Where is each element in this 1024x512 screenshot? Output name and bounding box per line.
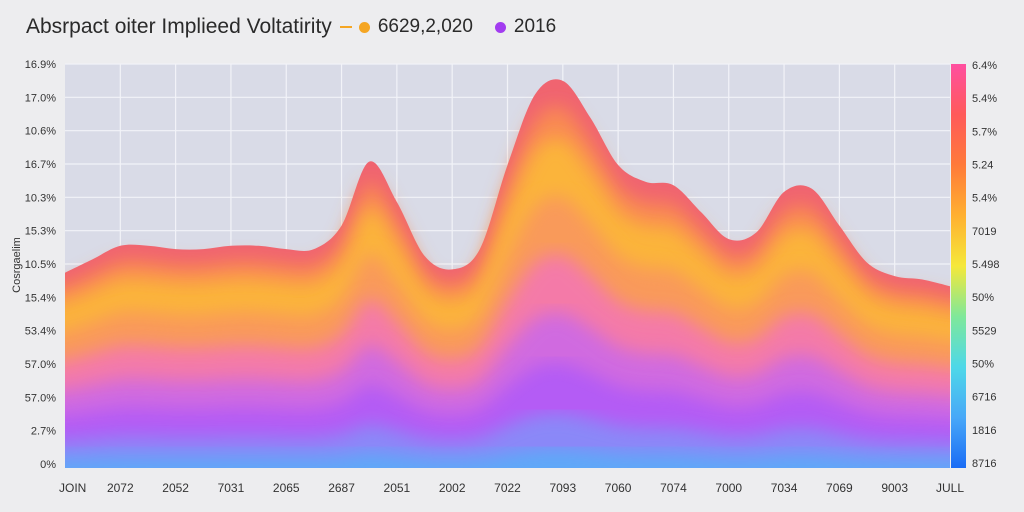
x-tick-label: JOIN [59, 481, 86, 495]
colorbar-axis: 6.4% 5.4% 5.7% 5.24 5.4% 7019 5.498 50% 5529 50% 6… [972, 60, 1000, 470]
x-tick-label: 2002 [439, 481, 466, 495]
colorbar-tick-label: 5.24 [972, 160, 993, 172]
chart-title: Absrpact oiter Implieed Voltatirity [26, 15, 332, 38]
x-tick-label: 2065 [273, 481, 300, 495]
x-tick-label: 7034 [771, 481, 798, 495]
x-tick-label: 2072 [107, 481, 134, 495]
colorbar-tick-label: 7019 [972, 226, 996, 238]
y-tick-label: 16.7% [25, 159, 56, 171]
colorbar-tick-label: 5.4% [972, 193, 997, 205]
x-tick-label: 7069 [826, 481, 853, 495]
legend-dot-icon [358, 21, 370, 33]
y-tick-label: 15.4% [25, 292, 56, 304]
colorbar-tick-label: 50% [972, 292, 994, 304]
colorbar-tick-label: 6.4% [972, 60, 997, 72]
colorbar-tick-label: 5.7% [972, 126, 997, 138]
x-tick-label: 2052 [162, 481, 189, 495]
y-tick-label: 16.9% [25, 59, 56, 71]
area-layer [65, 448, 950, 468]
x-tick-label: 7022 [494, 481, 521, 495]
y-tick-label: 17.0% [25, 92, 56, 104]
x-axis: JOIN 2072 2052 7031 2065 2687 2051 2002 7022 7093… [59, 481, 964, 495]
y-tick-label: 57.0% [25, 359, 56, 371]
x-tick-label: 7074 [660, 481, 687, 495]
y-tick-label: 10.5% [25, 259, 56, 271]
colorbar [951, 64, 966, 468]
colorbar-tick-label: 5.4% [972, 93, 997, 105]
x-tick-label: 2051 [384, 481, 411, 495]
y-tick-label: 10.6% [25, 126, 56, 138]
y-tick-label: 2.7% [31, 426, 56, 438]
x-tick-label: 7060 [605, 481, 632, 495]
x-tick-label: 2687 [328, 481, 355, 495]
area-layer [65, 413, 950, 468]
colorbar-tick-label: 50% [972, 359, 994, 371]
x-tick-label: 7031 [218, 481, 245, 495]
legend-line-icon [339, 26, 352, 28]
colorbar-tick-label: 5.498 [972, 259, 1000, 271]
y-axis-label: Cosrgaelim [11, 237, 23, 293]
y-tick-label: 53.4% [25, 326, 56, 338]
legend-item-1: 6629,2,020 [339, 16, 473, 38]
area-series [65, 79, 950, 468]
legend-dot-icon [494, 21, 506, 33]
y-tick-label: 57.0% [25, 392, 56, 404]
x-tick-label: JULL [936, 481, 964, 495]
x-tick-label: 7093 [549, 481, 576, 495]
colorbar-tick-label: 6716 [972, 392, 996, 404]
y-tick-label: 15.3% [25, 226, 56, 238]
legend-label: 2016 [513, 16, 557, 37]
legend-label: 6629,2,020 [377, 16, 473, 37]
legend-item-2: 2016 [494, 16, 557, 38]
y-axis: 16.9% 17.0% 10.6% 16.7% 10.3% 15.3% 10.5% 15.4%… [25, 59, 56, 471]
chart-title-row: Absrpact oiter Implieed Voltatirity 6629… [26, 15, 556, 39]
colorbar-tick-label: 5529 [972, 325, 996, 337]
x-tick-label: 9003 [881, 481, 908, 495]
colorbar-tick-label: 1816 [972, 425, 996, 437]
y-tick-label: 10.3% [25, 192, 56, 204]
y-tick-label: 0% [40, 459, 56, 471]
colorbar-tick-label: 8716 [972, 458, 996, 470]
x-tick-label: 7000 [715, 481, 742, 495]
